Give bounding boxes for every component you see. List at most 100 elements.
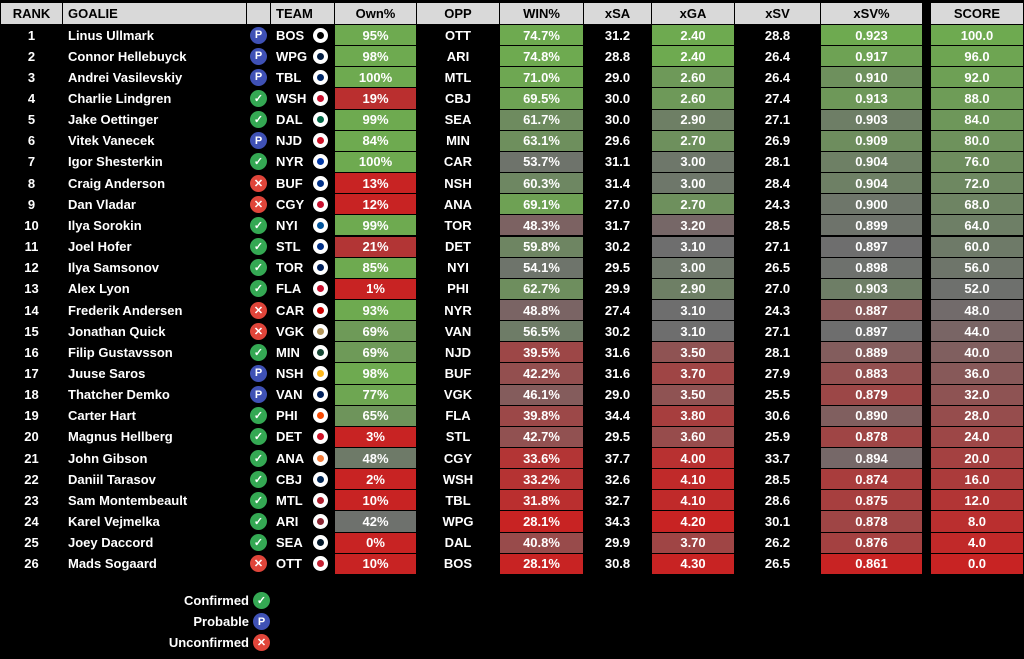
team-abbr: TBL [276, 69, 302, 85]
status-cell: P [247, 25, 270, 46]
cell-xsv: 24.3 [735, 194, 820, 215]
cell-xsvpct: 0.903 [821, 278, 922, 299]
team-logo-icon [312, 153, 329, 171]
header-opp: OPP [417, 3, 499, 24]
cell-own: 84% [335, 130, 416, 151]
cell-xsvpct: 0.890 [821, 405, 922, 426]
status-cell: P [247, 46, 270, 67]
cell-xsa: 34.3 [584, 511, 651, 532]
cell-xga: 3.80 [652, 405, 734, 426]
team-cell: OTT [271, 553, 334, 574]
cell-win: 60.3% [500, 173, 583, 194]
cell-own: 100% [335, 67, 416, 88]
team-abbr: CBJ [276, 471, 303, 487]
cell-score: 20.0 [931, 448, 1023, 469]
status-cell: ✓ [247, 109, 270, 130]
cell-xsvpct: 0.883 [821, 363, 922, 384]
cell-score: 80.0 [931, 130, 1023, 151]
cell-xsv: 24.3 [735, 299, 820, 321]
team-cell: MIN [271, 342, 334, 363]
status-cell: ✕ [247, 553, 270, 574]
team-logo-icon [312, 322, 329, 340]
cell-win: 63.1% [500, 130, 583, 151]
cell-goalie: Thatcher Demko [63, 384, 246, 405]
cell-score: 4.0 [931, 532, 1023, 553]
team-abbr: ANA [276, 450, 305, 466]
header-goalie: GOALIE [63, 3, 246, 24]
cell-goalie: Ilya Sorokin [63, 215, 246, 236]
cell-xsa: 27.0 [584, 194, 651, 215]
cell-rank: 2 [1, 46, 62, 67]
cell-opp: PHI [417, 278, 499, 299]
cell-goalie: Igor Shesterkin [63, 151, 246, 173]
team-cell: VAN [271, 384, 334, 405]
cell-goalie: Frederik Andersen [63, 299, 246, 321]
team-abbr: PHI [276, 408, 298, 424]
cell-xga: 3.00 [652, 257, 734, 278]
cell-score: 52.0 [931, 278, 1023, 299]
cell-xsv: 30.6 [735, 405, 820, 426]
cell-opp: NYR [417, 299, 499, 321]
cell-rank: 20 [1, 426, 62, 447]
cell-xga: 3.10 [652, 321, 734, 342]
cell-rank: 9 [1, 194, 62, 215]
team-logo-icon [312, 449, 329, 467]
team-logo-icon [312, 428, 329, 446]
cell-xsvpct: 0.899 [821, 215, 922, 236]
x-icon: ✕ [250, 322, 267, 340]
cell-opp: VAN [417, 321, 499, 342]
legend-label: Unconfirmed [168, 635, 249, 650]
cell-win: 62.7% [500, 278, 583, 299]
cell-own: 69% [335, 321, 416, 342]
cell-win: 33.6% [500, 448, 583, 469]
cell-xsa: 34.4 [584, 405, 651, 426]
team-logo-icon [312, 364, 329, 382]
cell-own: 10% [335, 553, 416, 574]
cell-win: 74.7% [500, 25, 583, 46]
team-cell: CBJ [271, 469, 334, 490]
cell-xga: 3.50 [652, 384, 734, 405]
cell-xsa: 32.7 [584, 490, 651, 511]
cell-opp: WSH [417, 469, 499, 490]
p-icon: P [253, 613, 270, 630]
cell-win: 53.7% [500, 151, 583, 173]
cell-xga: 2.40 [652, 25, 734, 46]
cell-score: 24.0 [931, 426, 1023, 447]
team-abbr: ARI [276, 514, 299, 529]
cell-win: 61.7% [500, 109, 583, 130]
status-cell: ✓ [247, 490, 270, 511]
check-icon: ✓ [250, 513, 267, 530]
cell-xsv: 28.5 [735, 215, 820, 236]
cell-score: 92.0 [931, 67, 1023, 88]
cell-xga: 3.10 [652, 299, 734, 321]
cell-score: 16.0 [931, 469, 1023, 490]
cell-xsa: 29.9 [584, 278, 651, 299]
cell-xsvpct: 0.874 [821, 469, 922, 490]
cell-own: 2% [335, 469, 416, 490]
status-cell: ✓ [247, 448, 270, 469]
check-icon: ✓ [250, 153, 267, 171]
cell-rank: 24 [1, 511, 62, 532]
team-logo-icon [312, 534, 329, 552]
cell-xga: 2.90 [652, 109, 734, 130]
cell-xsvpct: 0.861 [821, 553, 922, 574]
x-icon: ✕ [250, 555, 267, 573]
cell-xsvpct: 0.875 [821, 490, 922, 511]
team-logo-icon [312, 513, 329, 530]
cell-win: 42.2% [500, 363, 583, 384]
check-icon: ✓ [250, 428, 267, 446]
cell-opp: TBL [417, 490, 499, 511]
cell-goalie: Andrei Vasilevskiy [63, 67, 246, 88]
cell-opp: CBJ [417, 88, 499, 109]
cell-xsa: 30.8 [584, 553, 651, 574]
team-cell: ARI [271, 511, 334, 532]
cell-rank: 11 [1, 236, 62, 257]
cell-xga: 4.30 [652, 553, 734, 574]
cell-xsv: 27.0 [735, 278, 820, 299]
cell-own: 69% [335, 342, 416, 363]
cell-rank: 21 [1, 448, 62, 469]
team-logo-icon [312, 132, 329, 150]
cell-own: 1% [335, 278, 416, 299]
status-cell: ✕ [247, 194, 270, 215]
cell-rank: 8 [1, 173, 62, 194]
